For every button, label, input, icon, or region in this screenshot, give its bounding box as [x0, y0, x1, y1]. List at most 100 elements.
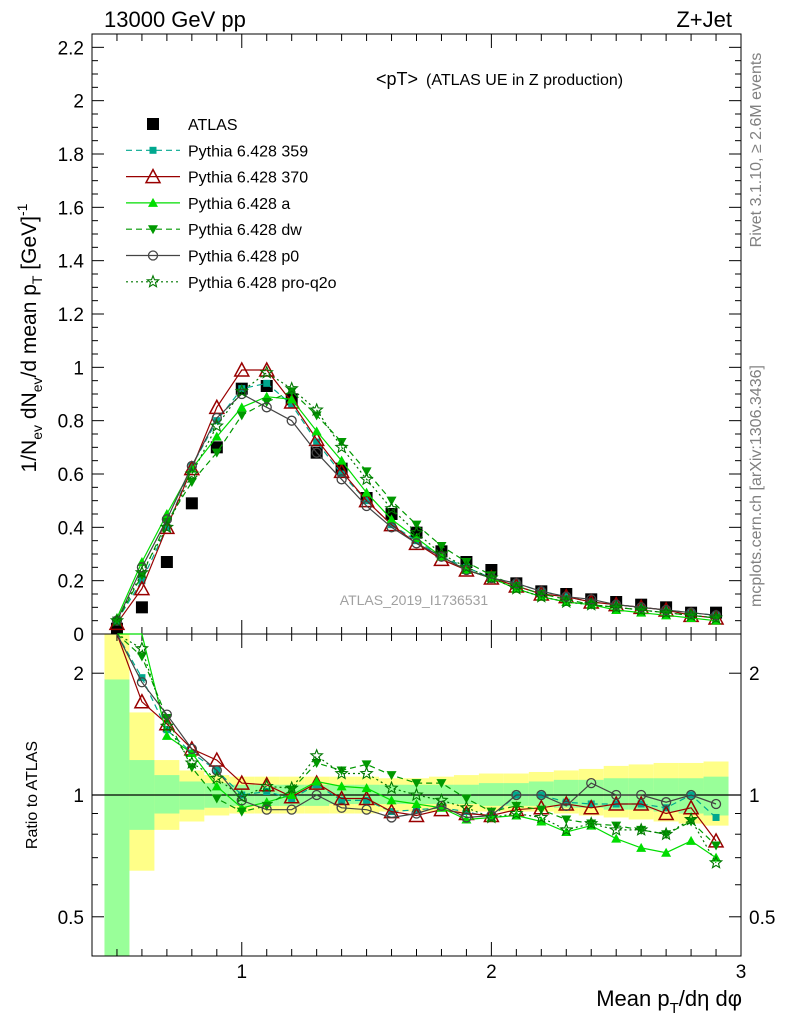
ratio-point: [259, 778, 274, 793]
ratio-point: [536, 789, 547, 801]
data-point: [333, 462, 350, 479]
ratio-point: [261, 804, 272, 815]
ratio-point: [711, 841, 722, 851]
legend-entry: Pythia 6.428 dw: [126, 222, 302, 239]
ratio-point: [386, 795, 397, 805]
upper-ytick-label: 0.8: [58, 412, 84, 433]
ratio-line: [116, 633, 717, 842]
ratio-point: [484, 809, 499, 824]
ratio-point: [238, 791, 246, 799]
data-point: [458, 561, 475, 577]
ratio-point: [708, 855, 724, 869]
ratio-point: [236, 795, 247, 806]
data-point: [211, 431, 222, 441]
data-point: [459, 559, 474, 574]
ratio-point: [361, 783, 372, 793]
data-point: [313, 438, 321, 446]
lower-series: [116, 633, 725, 869]
data-point: [361, 500, 372, 512]
ratio-point: [658, 826, 674, 841]
ratio-point: [386, 812, 397, 823]
data-point: [309, 402, 324, 417]
upper-ytick-label: 0.6: [58, 465, 84, 486]
ratio-point: [361, 760, 372, 770]
ratio-series: [116, 633, 722, 823]
ratio-point: [211, 765, 222, 776]
legend-marker: [149, 146, 157, 154]
ratio-point: [660, 797, 672, 808]
data-point: [584, 597, 599, 611]
data-point: [160, 556, 173, 568]
upper-axes: 0 0.2 0.4 0.6 0.8 1 1.2 1.4 1.6 1.8 2 2.2: [58, 33, 742, 646]
legend-label: Pythia 6.428 359: [188, 143, 308, 160]
upper-ytick-label: 0.4: [58, 518, 85, 539]
data-point: [708, 610, 724, 625]
data-point: [288, 401, 296, 409]
data-point: [186, 460, 197, 472]
ratio-point: [411, 808, 422, 819]
data-point: [683, 607, 699, 622]
ratio-point: [611, 833, 622, 843]
ratio-point: [586, 777, 597, 789]
data-point: [511, 578, 522, 589]
band-green: [453, 784, 479, 805]
data-point: [161, 514, 173, 525]
ratio-point: [609, 822, 624, 836]
ratio-point: [408, 806, 425, 823]
ratio-point: [657, 804, 675, 821]
data-point: [209, 418, 224, 433]
ratio-point: [582, 799, 600, 815]
upper-ytick-label: 1.6: [58, 198, 84, 219]
data-point: [436, 542, 447, 551]
ratio-point: [462, 808, 470, 816]
data-point: [633, 602, 649, 617]
data-point: [134, 565, 150, 579]
ratio-point: [136, 677, 148, 688]
ratio-line: [116, 633, 717, 864]
ratio-point: [436, 779, 447, 789]
data-point: [263, 379, 271, 387]
data-point: [236, 411, 247, 421]
lower-ytick-label: 2: [73, 664, 84, 685]
data-point: [586, 594, 597, 605]
legend-entry: ATLAS: [147, 117, 238, 134]
svg-text:1/Nev dNev/d mean pT [GeV]-1: 1/Nev dNev/d mean pT [GeV]-1: [14, 203, 45, 472]
data-point: [186, 478, 197, 487]
upper-ytick-label: 2: [73, 92, 84, 113]
ratio-point: [509, 806, 524, 820]
ratio-point: [209, 770, 224, 785]
rivet-label: Rivet 3.1.10, ≥ 2.6M events: [748, 53, 765, 248]
series-line: [116, 393, 717, 621]
ratio-point: [459, 800, 474, 814]
ratio-point: [336, 781, 347, 791]
series-line: [116, 390, 717, 621]
ratio-point: [236, 807, 247, 817]
ratio-point: [611, 821, 622, 831]
data-point: [259, 365, 274, 379]
ratio-point: [336, 766, 347, 776]
data-point: [211, 448, 222, 458]
data-point: [561, 591, 572, 602]
ratio-point: [233, 774, 251, 790]
xtick-label: 3: [736, 962, 747, 983]
ratio-point: [686, 835, 697, 845]
data-point: [234, 383, 249, 398]
data-point: [409, 525, 424, 539]
lower-ytick-label-right: 1: [749, 786, 760, 807]
ratio-point: [186, 748, 197, 758]
ratio-point: [411, 779, 422, 789]
data-point: [411, 538, 422, 549]
data-point: [334, 439, 349, 454]
ratio-point: [411, 799, 422, 809]
legend-label: Pythia 6.428 pro-q2o: [188, 275, 337, 292]
ratio-point: [386, 771, 397, 781]
data-point: [233, 361, 251, 377]
ratio-point: [361, 804, 372, 815]
plot-title-sub: (ATLAS UE in Z production): [426, 72, 623, 89]
upper-ytick-label: 1.2: [58, 305, 84, 326]
ratio-point: [133, 693, 151, 709]
ratio-point: [461, 794, 472, 804]
data-point: [185, 497, 198, 510]
legend-marker: [145, 274, 161, 288]
